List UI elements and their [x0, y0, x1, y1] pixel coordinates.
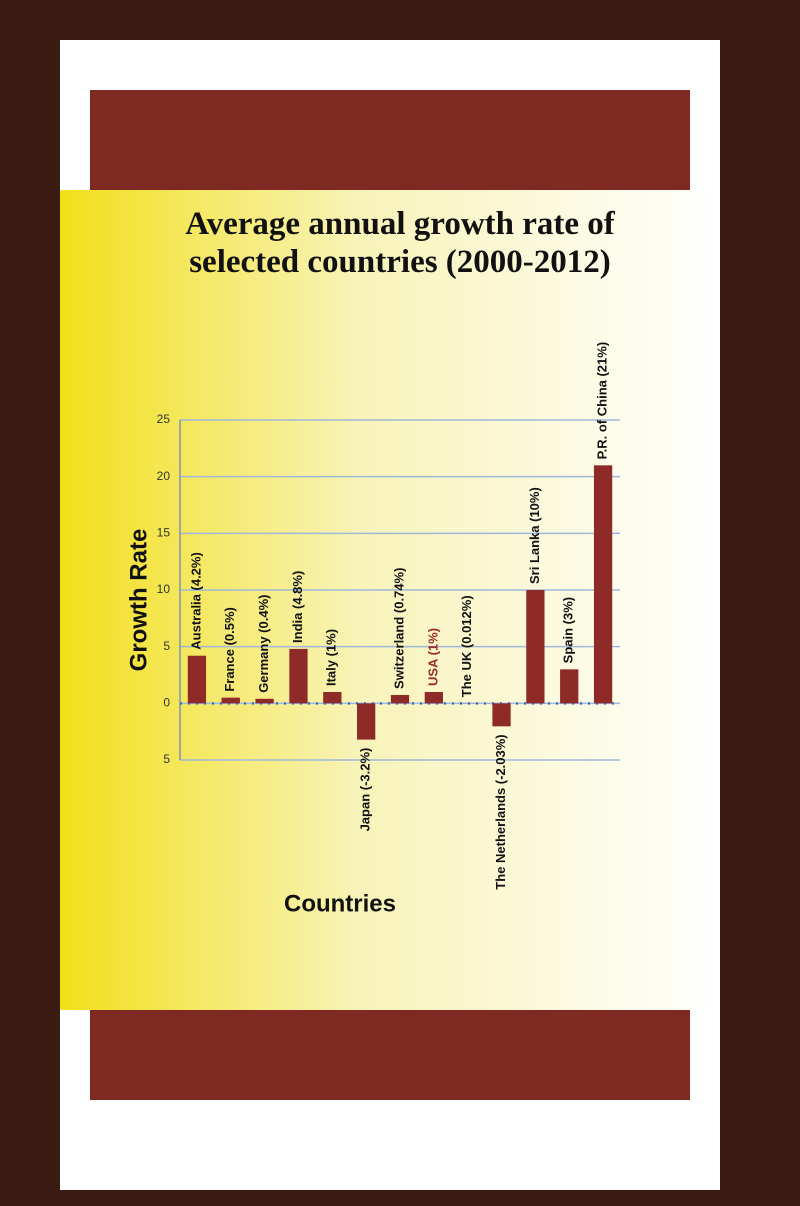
bar — [593, 465, 613, 704]
y-axis-title: Growth Rate — [125, 529, 152, 672]
category-label: Spain (3%) — [561, 597, 576, 663]
bar — [255, 698, 274, 704]
category-label: The Netherlands (-2.03%) — [493, 734, 508, 889]
category-label: P.R. of China (21%) — [595, 342, 610, 460]
bar — [526, 590, 545, 704]
y-tick-label: 5 — [163, 752, 170, 766]
bar — [289, 648, 308, 704]
category-label: France (0.5%) — [222, 607, 237, 692]
y-tick-label: 25 — [157, 412, 171, 426]
bar — [560, 669, 579, 704]
category-label: Australia (4.2%) — [188, 552, 203, 650]
bar — [221, 697, 240, 704]
y-tick-label: 0 — [163, 696, 170, 710]
poster-background — [60, 190, 720, 1010]
bar — [492, 703, 511, 727]
bar — [424, 692, 443, 704]
category-label: Germany (0.4%) — [256, 595, 271, 693]
category-label: Sri Lanka (10%) — [527, 487, 542, 584]
chart-title: Average annual growth rate of selected c… — [185, 206, 615, 280]
category-label: Italy (1%) — [324, 629, 339, 686]
y-tick-label: 5 — [163, 639, 170, 653]
category-label: Switzerland (0.74%) — [391, 568, 406, 689]
y-tick-label: 15 — [157, 526, 171, 540]
category-label: The UK (0.012%) — [459, 595, 474, 697]
y-tick-label: 20 — [157, 469, 171, 483]
category-label: USA (1%) — [425, 628, 440, 686]
bar — [323, 692, 342, 704]
bottom-band — [90, 1010, 690, 1100]
x-axis-title: Countries — [284, 890, 396, 917]
bar — [390, 694, 410, 704]
top-band — [90, 90, 690, 190]
category-label: India (4.8%) — [290, 571, 305, 643]
category-label: Japan (-3.2%) — [358, 748, 373, 832]
bar — [357, 703, 376, 740]
bar — [187, 655, 207, 704]
y-tick-label: 10 — [157, 582, 171, 596]
